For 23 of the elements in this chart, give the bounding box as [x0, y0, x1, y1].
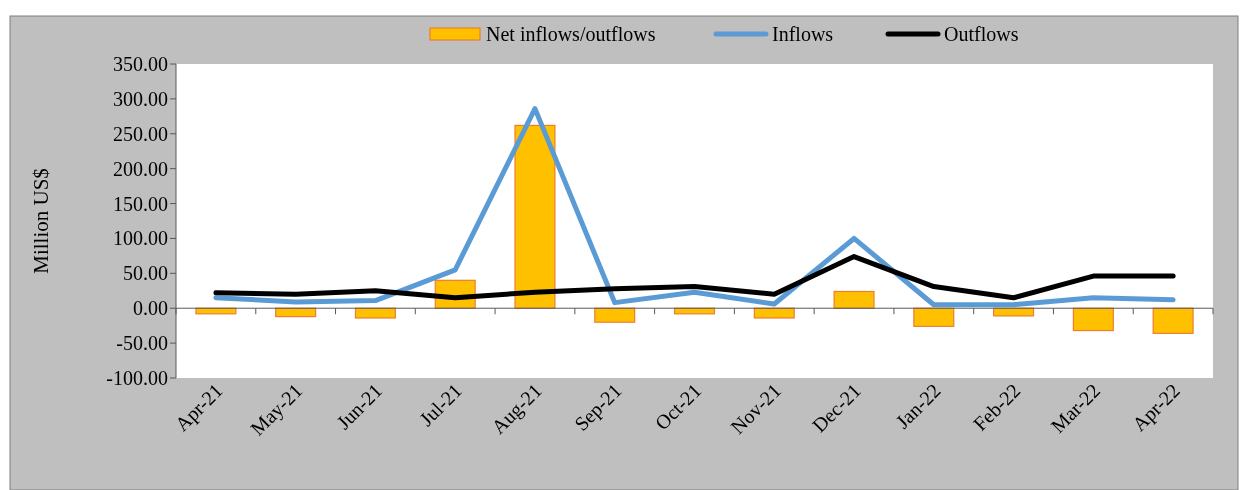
y-axis-title: Million US$ [29, 168, 53, 274]
bar [753, 307, 795, 319]
y-tick-label: 0.00 [133, 297, 168, 320]
bar [1072, 307, 1114, 332]
bar [354, 307, 396, 319]
bar [1152, 307, 1194, 334]
legend-label: Net inflows/outflows [486, 23, 656, 45]
y-tick-label: 50.00 [123, 262, 168, 285]
bar [913, 307, 955, 327]
y-tick-label: -100.00 [106, 367, 168, 389]
bar [993, 307, 1035, 317]
legend-label: Inflows [772, 23, 834, 45]
bar [514, 124, 556, 309]
y-tick-label: 150.00 [113, 192, 168, 215]
y-tick-label: 100.00 [113, 227, 168, 250]
y-tick-label: 350.00 [113, 53, 168, 75]
y-tick-label: 250.00 [113, 122, 168, 145]
bar [833, 290, 875, 309]
y-tick-label: 300.00 [113, 87, 168, 110]
bar [594, 307, 636, 323]
legend-label: Outflows [944, 23, 1019, 45]
y-tick-label: -50.00 [116, 332, 168, 355]
y-tick-label: 200.00 [113, 157, 168, 180]
